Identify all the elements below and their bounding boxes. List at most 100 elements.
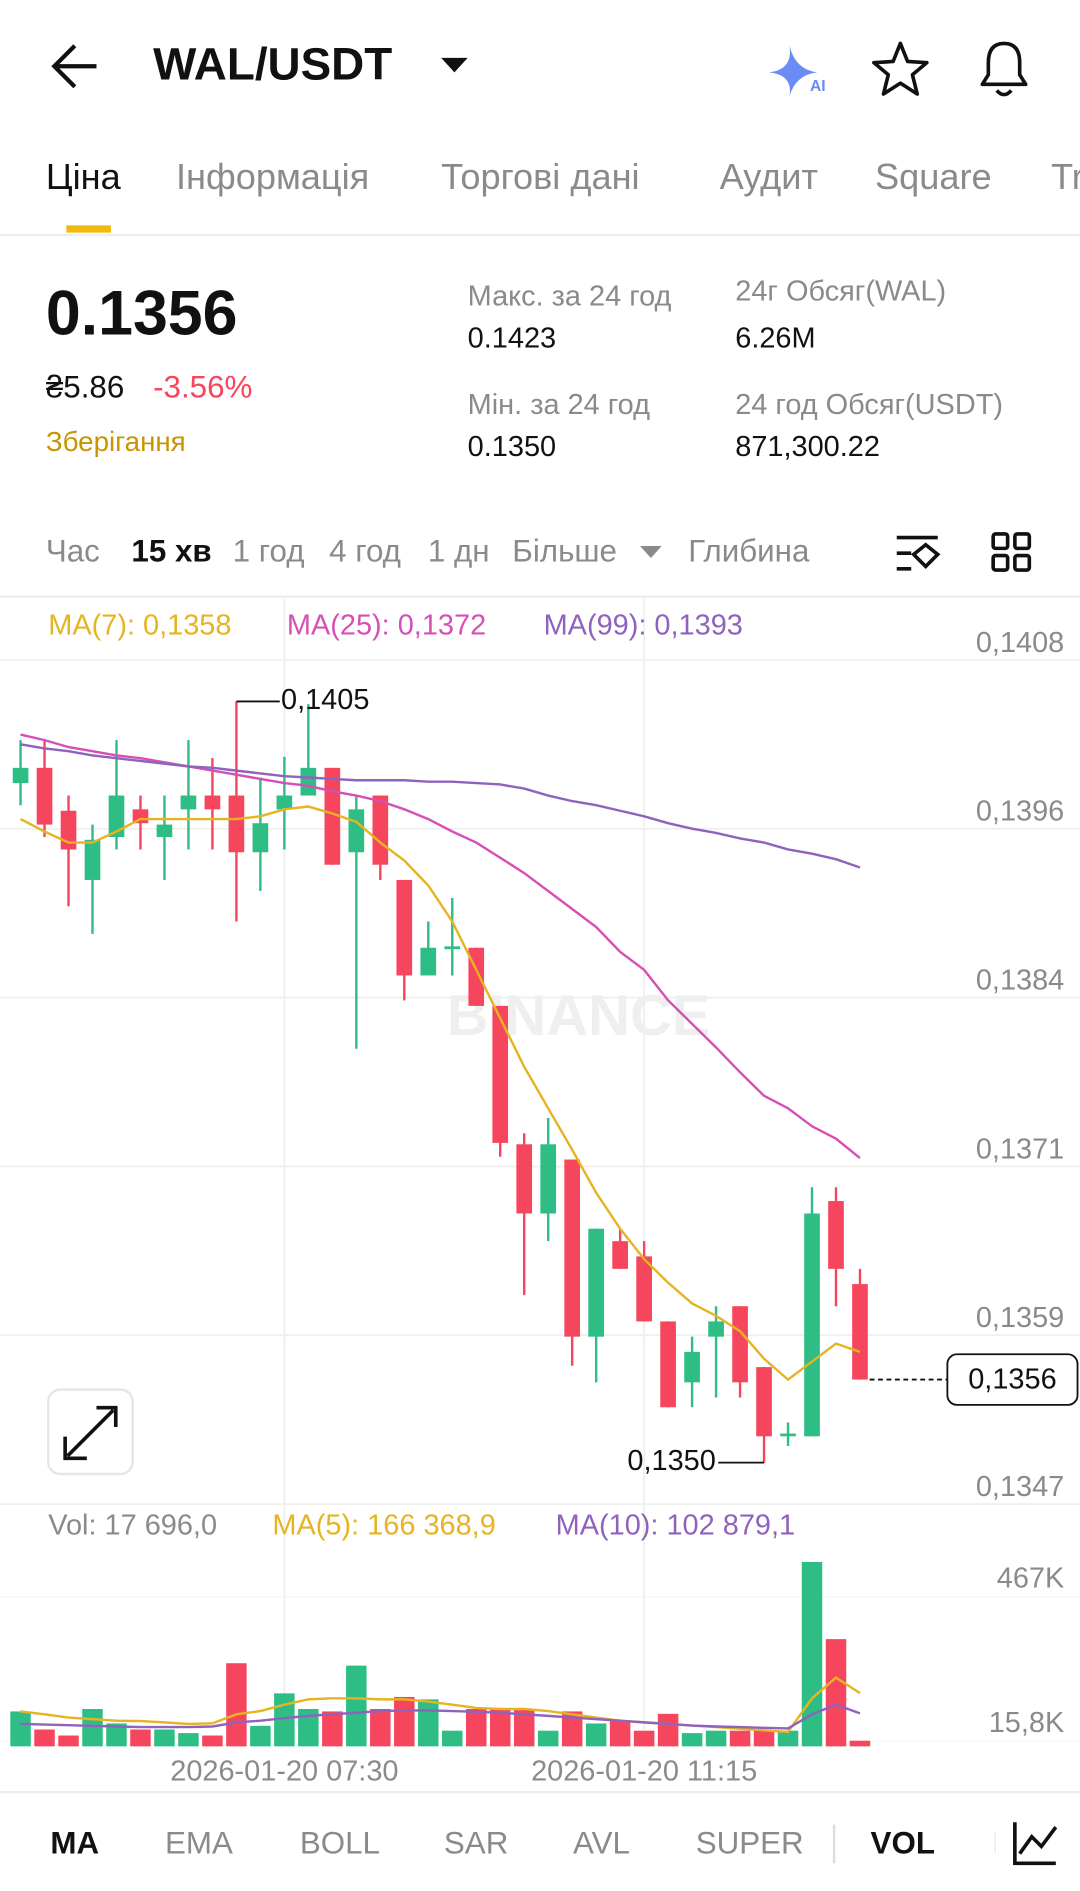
back-icon[interactable] [51, 44, 97, 89]
candle-body [396, 879, 413, 976]
candle-body [204, 795, 221, 810]
volume-bar [825, 1639, 847, 1747]
candle-body [540, 1144, 557, 1214]
candle-body [156, 824, 173, 838]
volume-bar [58, 1735, 79, 1747]
interval[interactable]: 15 хв [131, 533, 211, 568]
y-tick-label: 0,1347 [976, 1471, 1064, 1503]
fiat-price: ₴5.86 [46, 370, 124, 405]
volume-bar [849, 1740, 871, 1747]
pair-title[interactable]: WAL/USDT [153, 39, 392, 90]
candle-body [372, 795, 389, 865]
volume-bar [10, 1711, 31, 1747]
legend-entry: MA(99): 0,1393 [544, 609, 743, 641]
settings-icon[interactable] [896, 535, 941, 571]
indicator[interactable]: MA [50, 1825, 99, 1860]
interval[interactable]: 1 год [233, 533, 305, 568]
candle-body [228, 795, 245, 853]
tab[interactable]: Аудит [720, 156, 818, 197]
legend-entry: MA(7): 0,1358 [48, 609, 231, 641]
y-tick-label: 0,1359 [976, 1302, 1064, 1334]
interval[interactable]: Більше [512, 533, 617, 568]
candle-body [660, 1321, 676, 1408]
volume-bar [130, 1729, 151, 1747]
volume-bar [537, 1730, 559, 1747]
volume-bar [226, 1663, 247, 1747]
last-price-label: 0,1356 [968, 1363, 1056, 1395]
candle-body [12, 767, 29, 784]
ai-icon[interactable] [768, 45, 818, 97]
volume-bar [705, 1730, 727, 1747]
tab[interactable]: Інформація [176, 156, 369, 197]
candle-body [444, 946, 461, 950]
candle-body [804, 1213, 820, 1437]
volume-bar [202, 1735, 223, 1747]
indicator[interactable]: SUPER [696, 1825, 804, 1860]
volume-bar [753, 1730, 775, 1747]
candle-body [612, 1241, 628, 1269]
tab[interactable]: Ціна [46, 156, 122, 197]
tag[interactable]: Зберігання [46, 426, 186, 457]
y-tick-label: 0,1384 [976, 965, 1064, 997]
candle-body [420, 947, 437, 976]
interval[interactable]: 4 год [329, 533, 401, 568]
tab[interactable]: Square [875, 156, 992, 197]
interval[interactable]: Час [46, 533, 100, 568]
chart-icon[interactable] [1013, 1822, 1058, 1866]
volume-bar [513, 1708, 535, 1747]
volume-bar [82, 1708, 103, 1747]
candle-body [756, 1367, 772, 1437]
indicator[interactable]: BOLL [300, 1825, 380, 1860]
indicator[interactable]: EMA [165, 1825, 233, 1860]
volume-bar [681, 1733, 703, 1747]
stat-value: 0.1350 [468, 431, 556, 463]
price-change: -3.56% [153, 370, 252, 405]
tab[interactable]: Tr [1051, 156, 1080, 197]
tabs: Ціна Інформація Торгові дані Аудит Squar… [46, 156, 1080, 197]
indicator[interactable]: AVL [573, 1825, 630, 1860]
dropdown-icon[interactable] [441, 57, 468, 73]
ma-line [20, 743, 861, 869]
volume-legend: Vol: 17 696,0 [48, 1510, 217, 1542]
stat-label: Мін. за 24 год [468, 389, 650, 421]
ma-line [20, 1703, 861, 1730]
candle-body [300, 767, 317, 796]
volume-bar [250, 1725, 271, 1747]
volume-bar [729, 1730, 751, 1747]
bell-icon[interactable] [980, 41, 1028, 97]
ma-line [19, 805, 861, 1382]
candle-body [852, 1284, 868, 1380]
stat-label: 24г Обсяг(WAL) [735, 276, 946, 308]
candle-body [828, 1201, 844, 1269]
indicator-tabs: MA EMA BOLL SAR AVL SUPER VOL M [50, 1825, 1018, 1860]
legend-entry: MA(25): 0,1372 [287, 609, 486, 641]
candle-body [708, 1321, 724, 1337]
more-icon[interactable] [640, 545, 662, 559]
watermark: BINANCE [447, 984, 711, 1048]
candle-body [492, 1005, 509, 1143]
volume-bar [465, 1708, 487, 1747]
volume-bar [106, 1723, 127, 1747]
layout-icon[interactable] [991, 532, 1032, 572]
volume-bar [609, 1721, 631, 1747]
tab[interactable]: Торгові дані [441, 156, 639, 197]
interval[interactable]: 1 дн [428, 533, 490, 568]
star-icon[interactable] [872, 41, 929, 96]
interval[interactable]: Глибина [688, 533, 810, 568]
chart-area: 0,1408 0,1396 0,1384 0,1371 0,1359 0,1347 2026… [0, 598, 1080, 1788]
volume-bar [34, 1729, 55, 1747]
indicator[interactable]: VOL [871, 1825, 935, 1860]
volume-bar [346, 1665, 367, 1747]
indicator[interactable]: SAR [444, 1825, 508, 1860]
ma-line [20, 733, 861, 1160]
ai-label: AI [810, 78, 826, 95]
annotation: 0,1350 [627, 1445, 715, 1477]
volume-bar [298, 1708, 319, 1747]
candle-body [36, 767, 53, 825]
candle-body [588, 1228, 604, 1337]
stat-label: Макс. за 24 год [468, 280, 672, 312]
intervals: Час 15 хв 1 год 4 год 1 дн Більше Глибин… [46, 533, 810, 568]
y-tick-label: 0,1396 [976, 796, 1064, 828]
candle-body [108, 795, 125, 838]
annotation: 0,1405 [281, 684, 369, 716]
